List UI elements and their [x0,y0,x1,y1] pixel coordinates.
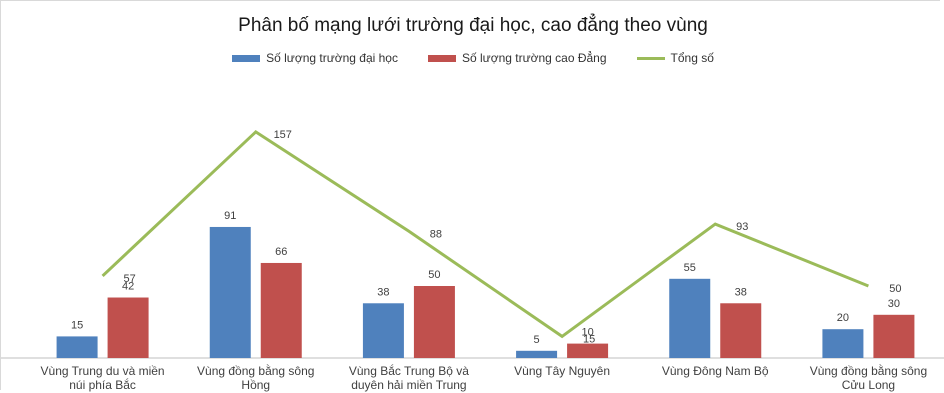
legend-label-college: Số lượng trường cao Đẳng [461,51,607,65]
chart-title: Phân bố mạng lưới trường đại học, cao đẳ… [238,15,708,36]
data-label-total: 15 [583,333,595,345]
data-label-university: 38 [377,286,389,298]
data-label-total: 50 [889,283,901,295]
legend-label-total: Tổng số [670,51,714,65]
category-label: Vùng Đông Nam Bộ [662,364,769,378]
bar-college [413,286,455,358]
legend-swatch-total [636,56,665,60]
category-label: Vùng Trung du và miền [41,364,165,378]
legend: Số lượng trường đại học Số lượng trường … [1,51,944,65]
category-label: Vùng đồng bằng sông [197,363,314,378]
bar-university [822,329,864,358]
data-label-total: 157 [274,129,292,141]
data-label-total: 93 [736,221,748,233]
data-label-university: 20 [837,312,849,324]
legend-label-university: Số lượng trường đại học [266,51,398,65]
data-label-total: 88 [430,228,442,240]
data-label-total: 57 [123,273,135,285]
legend-swatch-college [427,54,456,62]
data-label-university: 91 [224,210,236,222]
data-label-university: 55 [684,262,696,274]
data-label-university: 5 [534,334,540,346]
bar-college [720,303,762,358]
bar-university [516,350,558,358]
bar-college [873,314,915,358]
data-label-college: 42 [122,281,134,293]
bar-college [107,297,149,358]
category-label: duyên hải miền Trung [351,378,466,392]
legend-item-college: Số lượng trường cao Đẳng [427,51,607,65]
legend-swatch-university [232,54,261,62]
bar-university [56,336,98,358]
legend-item-university: Số lượng trường đại học [232,51,398,65]
data-label-college: 30 [888,298,900,310]
data-label-college: 10 [581,327,593,339]
legend-item-total: Tổng số [636,51,714,65]
data-label-college: 50 [428,269,440,281]
total-line [101,130,869,339]
category-label: Vùng Bắc Trung Bộ và [349,363,469,378]
bar-university [669,278,711,358]
category-label: Cửu Long [842,378,895,392]
category-label: núi phía Bắc [69,377,136,392]
bar-college [260,262,302,358]
data-label-college: 66 [275,246,287,258]
category-label: Vùng đồng bằng sông [810,363,927,378]
data-label-college: 38 [735,286,747,298]
category-label: Hồng [241,378,270,392]
bar-university [362,303,404,358]
category-label: Vùng Tây Nguyên [514,364,610,378]
bar-university [209,226,251,358]
data-label-university: 15 [71,319,83,331]
bar-college [567,343,609,358]
